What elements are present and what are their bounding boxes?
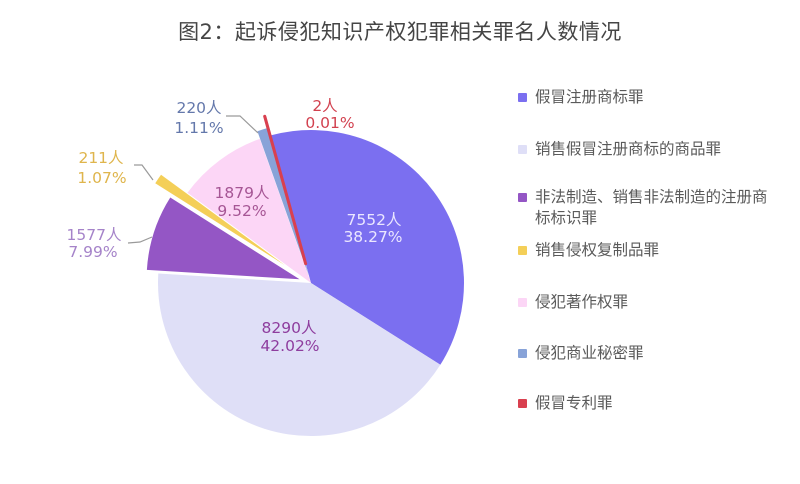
slice-illegal-trademark-marks[interactable] <box>146 197 300 280</box>
legend-item-trade-secret[interactable]: 侵犯商业秘密罪 <box>518 343 788 364</box>
pie-slices <box>146 114 465 437</box>
legend-item-counterfeit-patent[interactable]: 假冒专利罪 <box>518 393 788 414</box>
leader-line-infringing-copies <box>134 164 154 181</box>
slice-copyright-infringement[interactable] <box>187 138 311 283</box>
label-count-4: 1879人 <box>215 184 270 202</box>
label-percent-5: 1.11% <box>174 119 223 137</box>
legend-label: 假冒注册商标罪 <box>535 88 644 106</box>
legend-item-selling-infringing-copies[interactable]: 销售侵权复制品罪 <box>518 240 788 261</box>
label-count-5: 220人 <box>176 99 221 117</box>
legend-label: 销售假冒注册商标的商品罪 <box>535 140 722 158</box>
label-count-1: 8290人 <box>262 319 317 337</box>
legend-swatch-icon <box>518 349 527 358</box>
label-count-2: 1577人 <box>67 226 122 244</box>
label-count-6: 2人 <box>312 97 337 115</box>
legend-label: 侵犯著作权罪 <box>535 293 629 311</box>
slice-selling-counterfeit-goods[interactable] <box>157 273 441 437</box>
legend-swatch-icon <box>518 298 527 307</box>
leader-line-illegal-marks <box>127 236 153 244</box>
leader-line-trade-secret <box>226 115 259 134</box>
legend-swatch-icon <box>518 246 527 255</box>
legend-item-selling-counterfeit-goods[interactable]: 销售假冒注册商标的商品罪 <box>518 139 788 160</box>
label-percent-0: 38.27% <box>343 228 402 246</box>
slice-labels: 7552人 38.27% 8290人 42.02% 1577人 7.99% 21… <box>67 97 403 355</box>
chart-title: 图2：起诉侵犯知识产权犯罪相关罪名人数情况 <box>178 20 622 44</box>
legend-label: 非法制造、销售非法制造的注册商标标识罪 <box>535 188 768 227</box>
label-percent-2: 7.99% <box>68 243 117 261</box>
legend-swatch-icon <box>518 399 527 408</box>
slice-selling-infringing-copies[interactable] <box>155 174 285 265</box>
legend-label: 假冒专利罪 <box>535 394 613 412</box>
legend-swatch-icon <box>518 93 527 102</box>
label-percent-4: 9.52% <box>217 202 266 220</box>
label-percent-6: 0.01% <box>305 114 354 132</box>
label-count-3: 211人 <box>78 149 123 167</box>
legend-label: 销售侵权复制品罪 <box>535 241 660 259</box>
legend-item-illegal-trademark-marks[interactable]: 非法制造、销售非法制造的注册商标标识罪 <box>518 187 788 229</box>
label-percent-1: 42.02% <box>260 337 319 355</box>
leader-lines <box>127 115 259 244</box>
slice-counterfeit-patent[interactable] <box>263 114 308 266</box>
legend-swatch-icon <box>518 193 527 202</box>
slice-counterfeit-trademark[interactable] <box>270 129 465 365</box>
legend-label: 侵犯商业秘密罪 <box>535 344 644 362</box>
label-percent-3: 1.07% <box>77 169 126 187</box>
slice-trade-secret[interactable] <box>257 127 309 276</box>
legend-item-counterfeit-trademark[interactable]: 假冒注册商标罪 <box>518 87 788 108</box>
legend-item-copyright-infringement[interactable]: 侵犯著作权罪 <box>518 292 788 313</box>
legend-swatch-icon <box>518 145 527 154</box>
label-count-0: 7552人 <box>347 211 402 229</box>
